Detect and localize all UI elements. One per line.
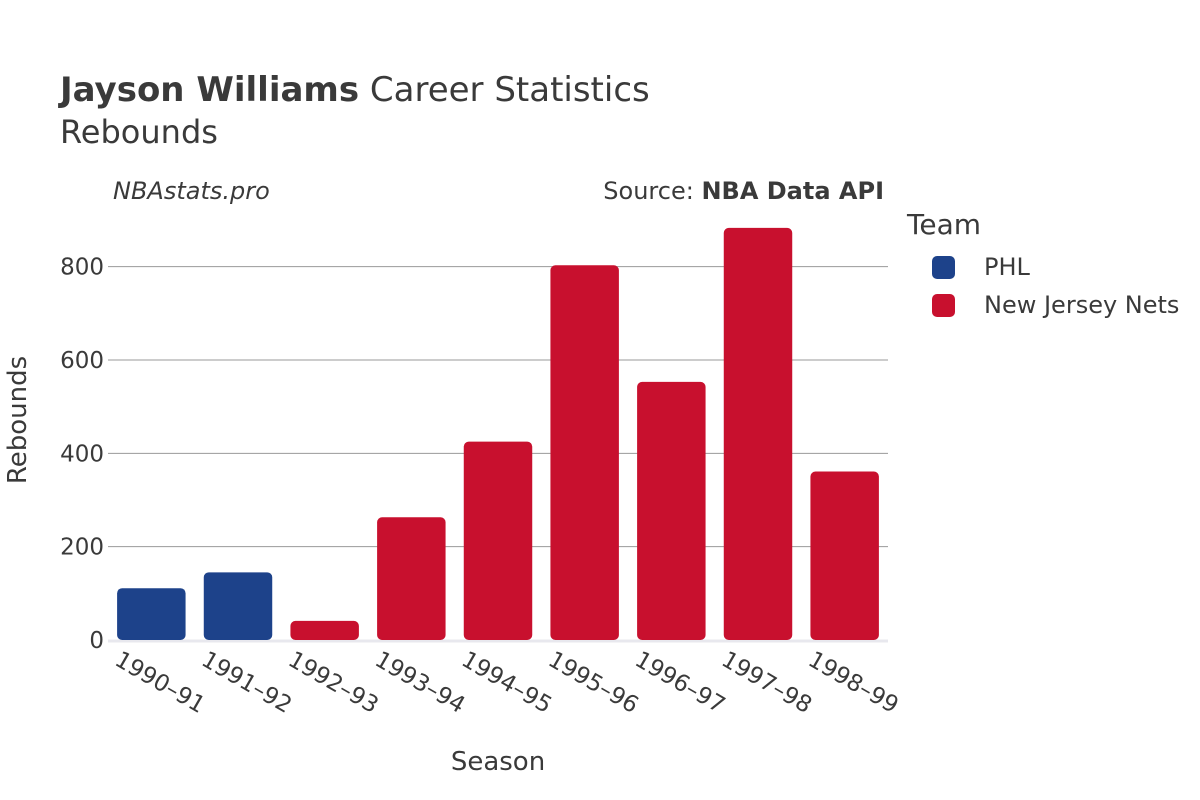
bar-1992–93[interactable] xyxy=(290,620,359,640)
bar-1996–97[interactable] xyxy=(637,381,706,640)
y-tick-label: 400 xyxy=(60,441,104,467)
x-axis-label: Season xyxy=(451,747,545,777)
legend-swatch-nets xyxy=(932,293,955,317)
y-tick-label: 0 xyxy=(89,628,104,654)
y-tick-label: 800 xyxy=(60,255,104,281)
x-tick-label: 1997–98 xyxy=(717,647,816,719)
legend-title: Team xyxy=(907,208,982,241)
legend-item-phl[interactable]: PHL xyxy=(932,253,1030,281)
y-axis-ticks: 0 200 400 600 800 xyxy=(60,255,104,654)
bar-1991–92[interactable] xyxy=(203,572,273,640)
x-tick-label: 1991–92 xyxy=(197,647,296,719)
legend-label-nets: New Jersey Nets xyxy=(984,291,1180,319)
x-tick-label: 1995–96 xyxy=(544,647,643,719)
title-player-name: Jayson Williams xyxy=(60,70,360,110)
legend-item-nets[interactable]: New Jersey Nets xyxy=(932,291,1180,319)
title-suffix: Career Statistics xyxy=(359,70,650,110)
legend-swatch-phl xyxy=(932,255,955,279)
y-tick-label: 200 xyxy=(60,535,104,561)
x-axis-ticks: 1990–911991–921992–931993–941994–951995–… xyxy=(110,647,902,719)
legend-label-phl: PHL xyxy=(984,253,1030,281)
y-tick-label: 600 xyxy=(60,348,104,374)
source-credit: Source: NBA Data API xyxy=(603,177,884,205)
source-prefix: Source: xyxy=(603,177,702,205)
bar-1998–99[interactable] xyxy=(810,471,879,640)
bar-1990–91[interactable] xyxy=(117,588,186,640)
x-tick-label: 1994–95 xyxy=(457,647,556,719)
bars xyxy=(117,227,879,640)
bar-1993–94[interactable] xyxy=(377,517,446,640)
x-tick-label: 1992–93 xyxy=(284,647,383,719)
chart-title: Jayson Williams Career Statistics xyxy=(60,68,650,112)
x-tick-label: 1993–94 xyxy=(370,647,469,719)
y-axis-label: Rebounds xyxy=(3,356,33,484)
x-tick-label: 1996–97 xyxy=(630,647,729,719)
source-name: NBA Data API xyxy=(701,177,884,205)
chart-subtitle: Rebounds xyxy=(60,113,218,151)
x-tick-label: 1990–91 xyxy=(110,647,209,719)
x-tick-label: 1998–99 xyxy=(804,647,903,719)
watermark: NBAstats.pro xyxy=(113,177,270,205)
bar-1995–96[interactable] xyxy=(550,265,619,640)
bar-1997–98[interactable] xyxy=(723,227,793,640)
bar-1994–95[interactable] xyxy=(463,441,533,640)
